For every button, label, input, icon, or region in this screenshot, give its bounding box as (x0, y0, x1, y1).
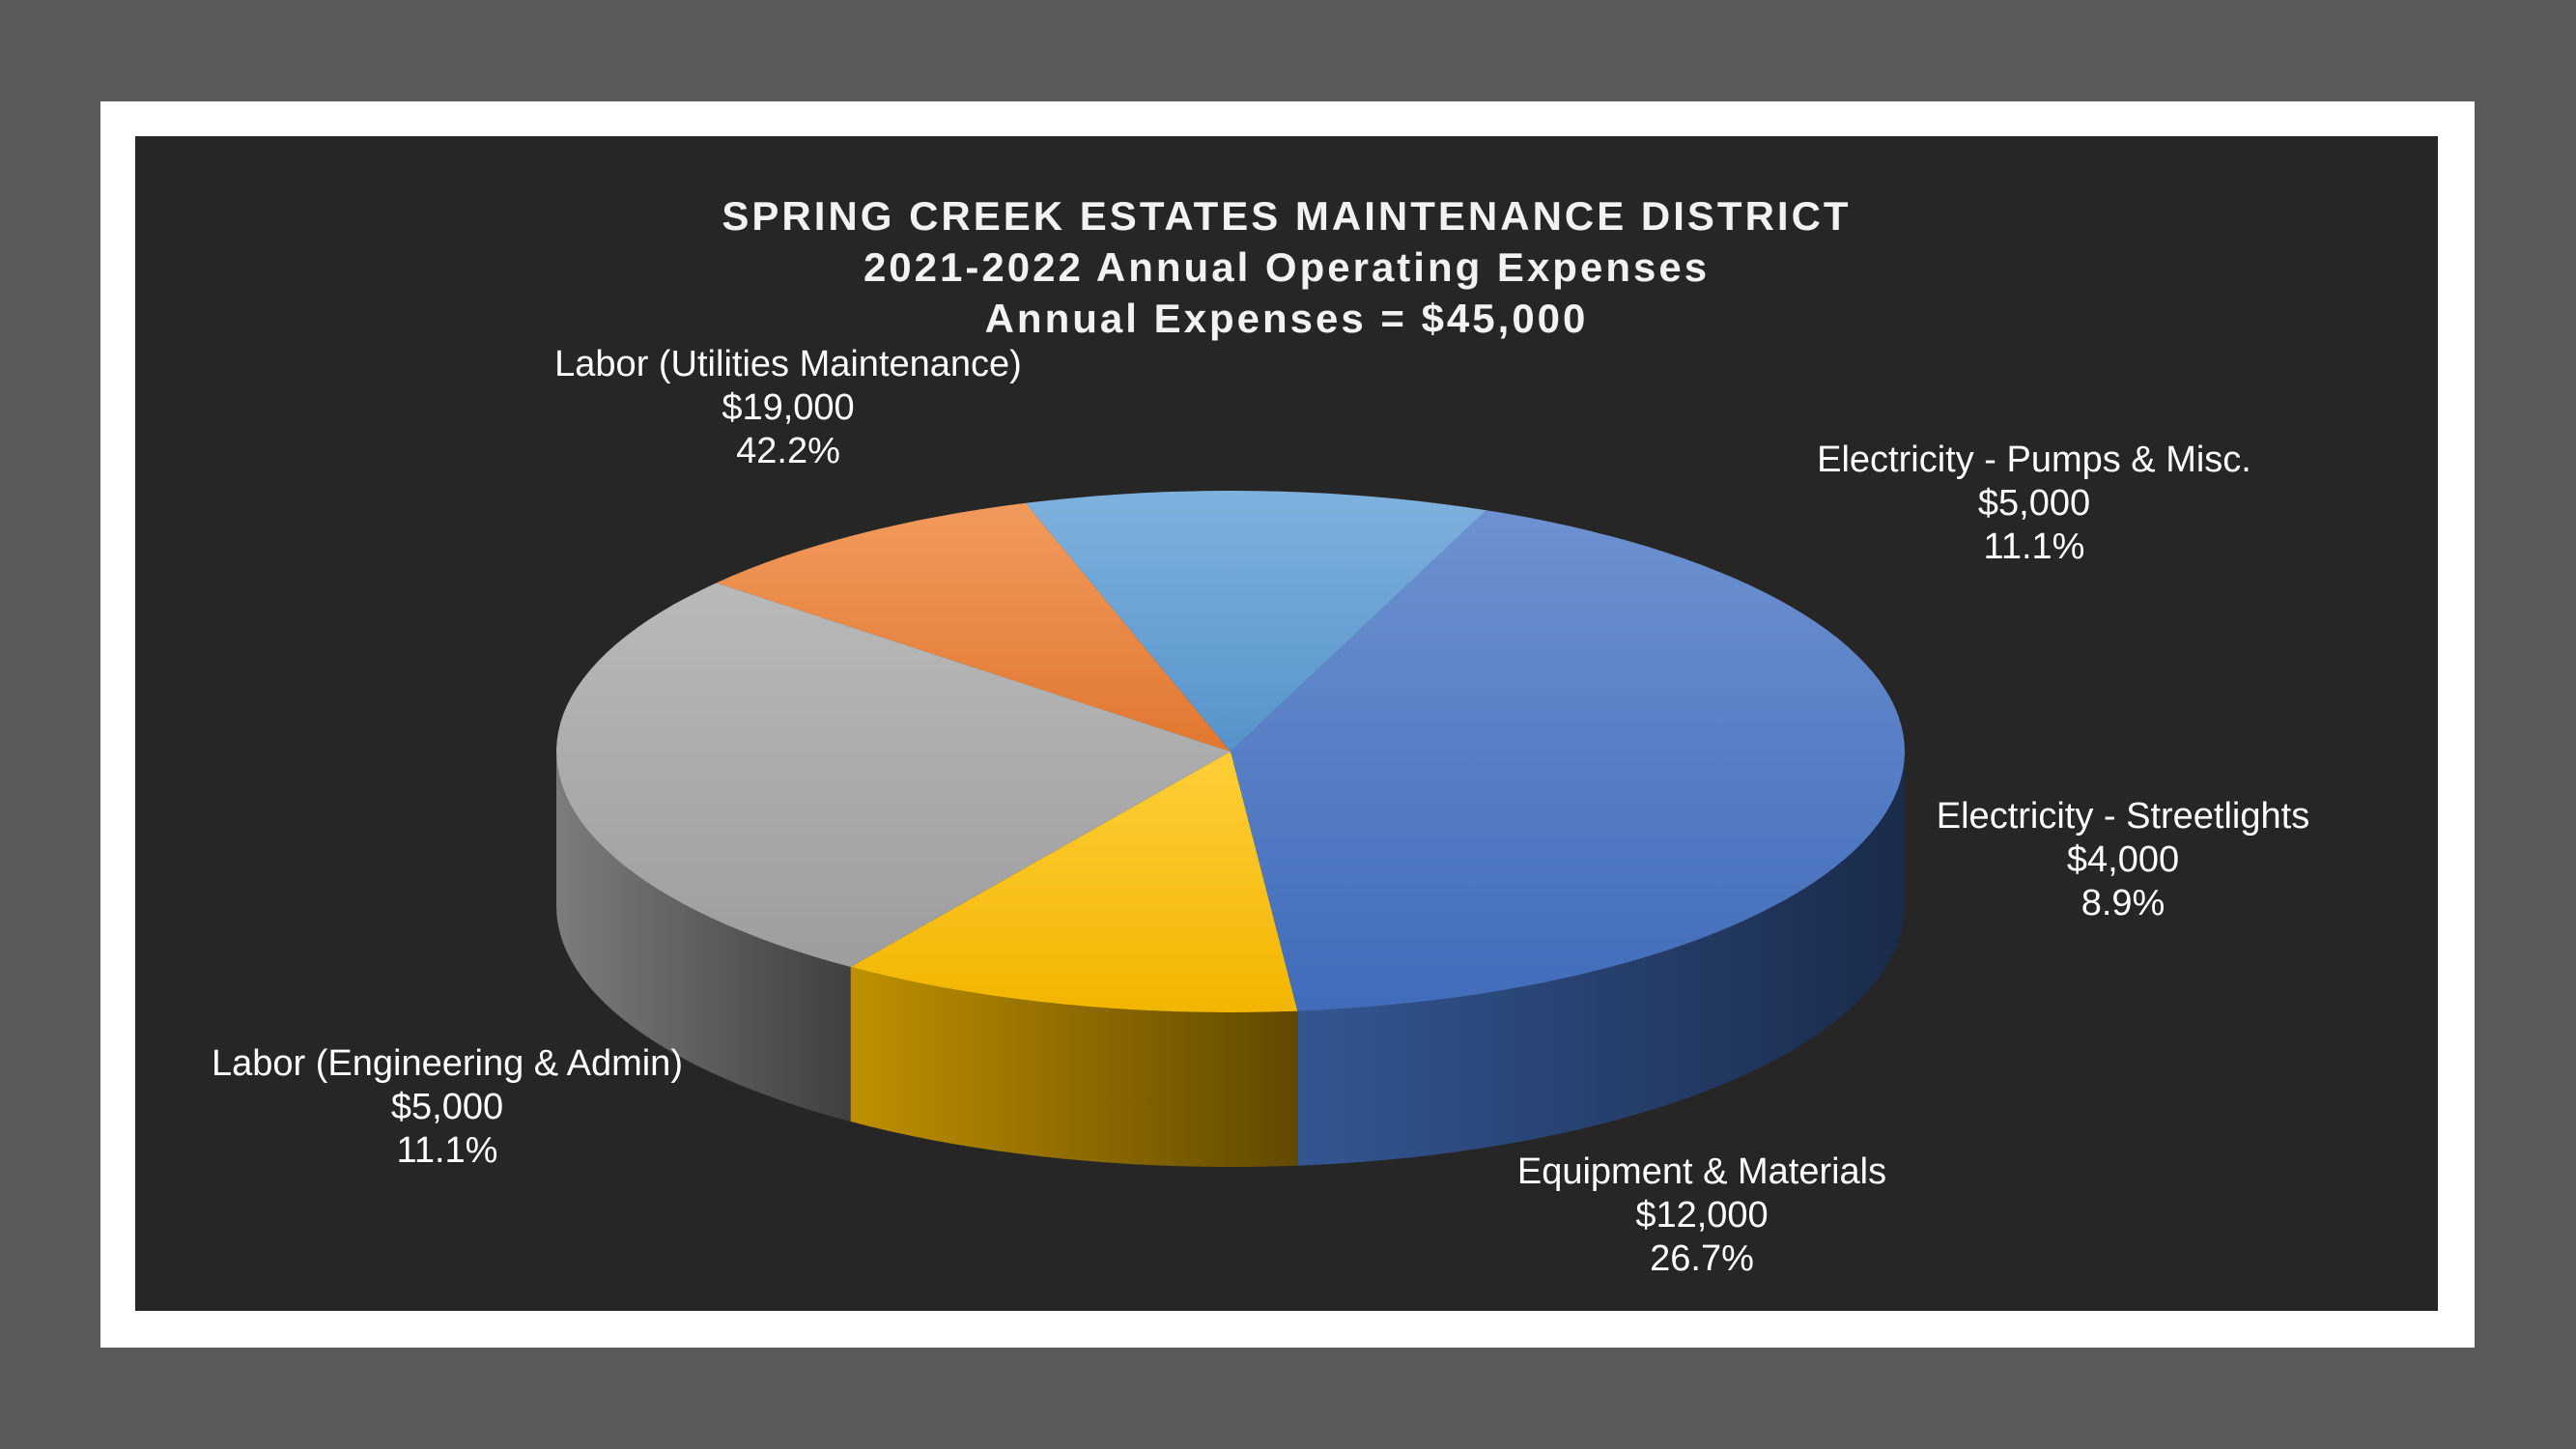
chart-panel: SPRING CREEK ESTATES MAINTENANCE DISTRIC… (135, 136, 2438, 1311)
title-line-2: 2021-2022 Annual Operating Expenses (863, 244, 1711, 290)
title-line-1: SPRING CREEK ESTATES MAINTENANCE DISTRIC… (722, 193, 1852, 239)
slice-label-3: Equipment & Materials $12,000 26.7% (1517, 1151, 1886, 1279)
slice-category-4: Labor (Engineering & Admin) (212, 1043, 683, 1084)
slice-category-0: Labor (Utilities Maintenance) (554, 344, 1022, 384)
pie-slice-3 (556, 582, 1231, 967)
pie-slice-side-0 (1297, 752, 1905, 1166)
slice-value-4: $5,000 (391, 1087, 503, 1127)
slice-value-2: $4,000 (2067, 839, 2179, 880)
slice-label-4: Labor (Engineering & Admin) $5,000 11.1% (212, 1043, 683, 1171)
slice-percent-1: 11.1% (1984, 526, 2085, 567)
slice-category-3: Equipment & Materials (1517, 1151, 1886, 1192)
slice-percent-4: 11.1% (397, 1130, 498, 1171)
slice-category-1: Electricity - Pumps & Misc. (1817, 440, 2251, 480)
slice-value-3: $12,000 (1635, 1195, 1768, 1236)
slice-category-2: Electricity - Streetlights (1937, 796, 2309, 837)
slice-label-2: Electricity - Streetlights $4,000 8.9% (1937, 796, 2309, 923)
slice-label-0: Labor (Utilities Maintenance) $19,000 42.2… (554, 344, 1022, 471)
pie-slice-4 (850, 752, 1298, 1012)
title-line-3: Annual Expenses = $45,000 (984, 296, 1589, 341)
pie-slice-side-4 (850, 967, 1298, 1167)
slice-percent-3: 26.7% (1650, 1238, 1754, 1279)
pie-slice-0 (1231, 510, 1905, 1011)
chart-frame: SPRING CREEK ESTATES MAINTENANCE DISTRIC… (100, 101, 2475, 1348)
pie-chart: Labor (Utilities Maintenance) $19,000 42.2… (212, 344, 2309, 1279)
slice-label-1: Electricity - Pumps & Misc. $5,000 11.1% (1817, 440, 2251, 567)
slice-value-0: $19,000 (722, 387, 854, 428)
pie-slice-2 (716, 502, 1231, 752)
slice-percent-2: 8.9% (2081, 883, 2166, 923)
chart-title: SPRING CREEK ESTATES MAINTENANCE DISTRIC… (135, 190, 2438, 344)
slice-percent-0: 42.2% (736, 431, 840, 471)
slice-value-1: $5,000 (1978, 483, 2090, 524)
pie-slice-side-3 (556, 752, 851, 1122)
pie-slice-1 (1025, 491, 1486, 752)
